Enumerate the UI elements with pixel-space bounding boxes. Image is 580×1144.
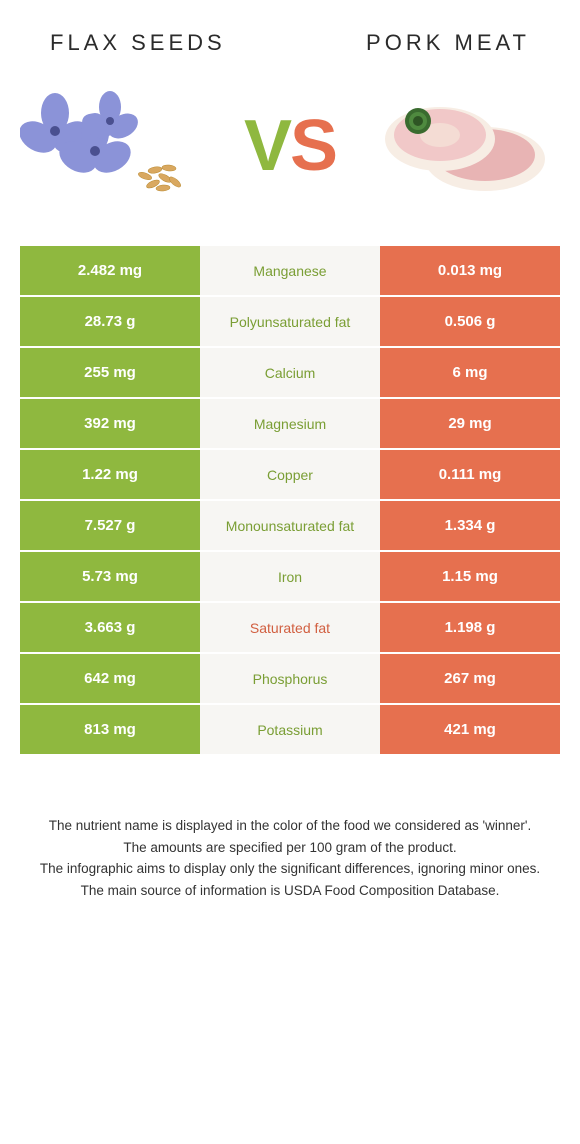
- right-value-cell: 267 mg: [380, 654, 560, 703]
- left-food-title: Flax seeds: [50, 30, 226, 56]
- nutrient-label-cell: Copper: [200, 450, 380, 499]
- footer-line-3: The infographic aims to display only the…: [30, 859, 550, 879]
- nutrient-label-cell: Calcium: [200, 348, 380, 397]
- table-row: 1.22 mgCopper0.111 mg: [20, 450, 560, 501]
- table-row: 28.73 gPolyunsaturated fat0.506 g: [20, 297, 560, 348]
- footer-line-2: The amounts are specified per 100 gram o…: [30, 838, 550, 858]
- right-value-cell: 0.506 g: [380, 297, 560, 346]
- footer-line-1: The nutrient name is displayed in the co…: [30, 816, 550, 836]
- right-value-cell: 1.334 g: [380, 501, 560, 550]
- left-value-cell: 813 mg: [20, 705, 200, 754]
- right-value-cell: 1.198 g: [380, 603, 560, 652]
- table-row: 813 mgPotassium421 mg: [20, 705, 560, 756]
- vs-s: S: [290, 105, 336, 187]
- left-value-cell: 2.482 mg: [20, 246, 200, 295]
- table-row: 255 mgCalcium6 mg: [20, 348, 560, 399]
- left-value-cell: 28.73 g: [20, 297, 200, 346]
- table-row: 5.73 mgIron1.15 mg: [20, 552, 560, 603]
- left-value-cell: 1.22 mg: [20, 450, 200, 499]
- right-value-cell: 0.013 mg: [380, 246, 560, 295]
- table-row: 642 mgPhosphorus267 mg: [20, 654, 560, 705]
- nutrient-label-cell: Iron: [200, 552, 380, 601]
- nutrient-label-cell: Manganese: [200, 246, 380, 295]
- vs-v: V: [244, 105, 290, 187]
- hero-row: V S: [0, 66, 580, 246]
- pork-icon: [370, 81, 560, 211]
- left-value-cell: 5.73 mg: [20, 552, 200, 601]
- table-row: 3.663 gSaturated fat1.198 g: [20, 603, 560, 654]
- pork-meat-image: [370, 81, 560, 211]
- left-value-cell: 7.527 g: [20, 501, 200, 550]
- table-row: 7.527 gMonounsaturated fat1.334 g: [20, 501, 560, 552]
- right-value-cell: 1.15 mg: [380, 552, 560, 601]
- header-row: Flax seeds Pork meat: [0, 0, 580, 66]
- nutrient-label-cell: Phosphorus: [200, 654, 380, 703]
- left-value-cell: 255 mg: [20, 348, 200, 397]
- table-row: 392 mgMagnesium29 mg: [20, 399, 560, 450]
- footer-line-4: The main source of information is USDA F…: [30, 881, 550, 901]
- right-value-cell: 6 mg: [380, 348, 560, 397]
- right-food-title: Pork meat: [366, 30, 530, 56]
- nutrient-label-cell: Potassium: [200, 705, 380, 754]
- nutrient-label-cell: Polyunsaturated fat: [200, 297, 380, 346]
- nutrient-label-cell: Magnesium: [200, 399, 380, 448]
- table-row: 2.482 mgManganese0.013 mg: [20, 246, 560, 297]
- nutrient-label-cell: Saturated fat: [200, 603, 380, 652]
- nutrient-label-cell: Monounsaturated fat: [200, 501, 380, 550]
- right-value-cell: 29 mg: [380, 399, 560, 448]
- left-value-cell: 642 mg: [20, 654, 200, 703]
- nutrient-table: 2.482 mgManganese0.013 mg28.73 gPolyunsa…: [0, 246, 580, 756]
- left-value-cell: 392 mg: [20, 399, 200, 448]
- footer-notes: The nutrient name is displayed in the co…: [0, 756, 580, 922]
- flax-icon: [20, 81, 210, 211]
- flax-seeds-image: [20, 81, 210, 211]
- vs-label: V S: [244, 105, 336, 187]
- left-value-cell: 3.663 g: [20, 603, 200, 652]
- right-value-cell: 0.111 mg: [380, 450, 560, 499]
- right-value-cell: 421 mg: [380, 705, 560, 754]
